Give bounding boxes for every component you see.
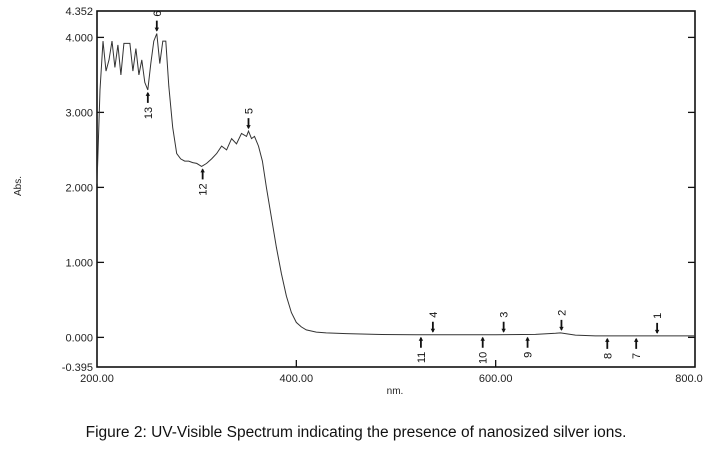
peak-label: 1 — [652, 313, 664, 319]
peak-marker-3: 3 — [499, 312, 511, 333]
figure-caption: Figure 2: UV-Visible Spectrum indicating… — [85, 424, 627, 441]
y-tick-label: -0.395 — [62, 362, 93, 374]
peak-marker-8: 8 — [602, 337, 614, 359]
y-tick-label: 2.000 — [65, 182, 93, 194]
peak-arrowhead — [559, 326, 564, 331]
peak-label: 10 — [478, 352, 490, 364]
valley-arrowhead — [418, 336, 424, 341]
x-tick-label: 200.00 — [80, 373, 114, 385]
peak-marker-1: 1 — [652, 313, 664, 334]
peak-label: 5 — [243, 108, 255, 114]
x-tick-label: 600.00 — [479, 373, 513, 385]
y-tick-label: 3.000 — [65, 107, 93, 119]
peak-label: 8 — [602, 353, 614, 359]
peak-arrowhead — [501, 328, 506, 333]
peak-arrowhead — [154, 27, 159, 32]
peak-marker-12: 12 — [198, 168, 210, 196]
peak-marker-6: 6 — [152, 11, 164, 32]
peak-marker-10: 10 — [478, 336, 490, 364]
valley-arrowhead — [633, 337, 639, 342]
peak-label: 4 — [428, 312, 440, 318]
peak-arrowhead — [654, 329, 660, 334]
uv-vis-chart: 4.352 4.000 3.000 2.000 1.000 0.000 -0.395 200… — [13, 6, 703, 397]
x-tick-label: 800.0 — [675, 373, 703, 385]
peak-marker-13: 13 — [143, 91, 155, 119]
y-tick-label: 4.000 — [65, 32, 93, 44]
peak-label: 12 — [198, 183, 210, 195]
spectrum-line — [96, 33, 695, 337]
valley-arrowhead — [200, 168, 205, 173]
peak-marker-2: 2 — [556, 310, 568, 331]
y-axis-title: Abs. — [13, 176, 24, 196]
peak-label: 6 — [152, 11, 164, 17]
peak-marker-11: 11 — [416, 336, 428, 363]
y-tick-label: 0.000 — [65, 332, 93, 344]
peak-label: 9 — [523, 352, 535, 358]
peak-label: 11 — [416, 352, 428, 363]
peak-marker-4: 4 — [428, 312, 440, 333]
peak-marker-9: 9 — [523, 336, 535, 358]
y-tick-label: 4.352 — [65, 6, 93, 18]
peak-label: 13 — [143, 107, 155, 119]
valley-arrowhead — [525, 336, 530, 341]
x-tick-label: 400.00 — [280, 373, 314, 385]
plot-frame — [96, 10, 696, 368]
y-tick-label: 1.000 — [65, 257, 93, 269]
peak-arrowhead — [430, 328, 436, 333]
valley-arrowhead — [605, 337, 610, 342]
peak-marker-5: 5 — [243, 108, 255, 130]
peak-label: 7 — [631, 353, 643, 359]
x-axis-title: nm. — [387, 386, 404, 397]
valley-arrowhead — [145, 91, 151, 96]
peak-marker-7: 7 — [631, 337, 643, 359]
valley-arrowhead — [480, 336, 485, 341]
peak-label: 2 — [556, 310, 568, 316]
peak-arrowhead — [246, 125, 251, 130]
peak-label: 3 — [499, 312, 511, 318]
